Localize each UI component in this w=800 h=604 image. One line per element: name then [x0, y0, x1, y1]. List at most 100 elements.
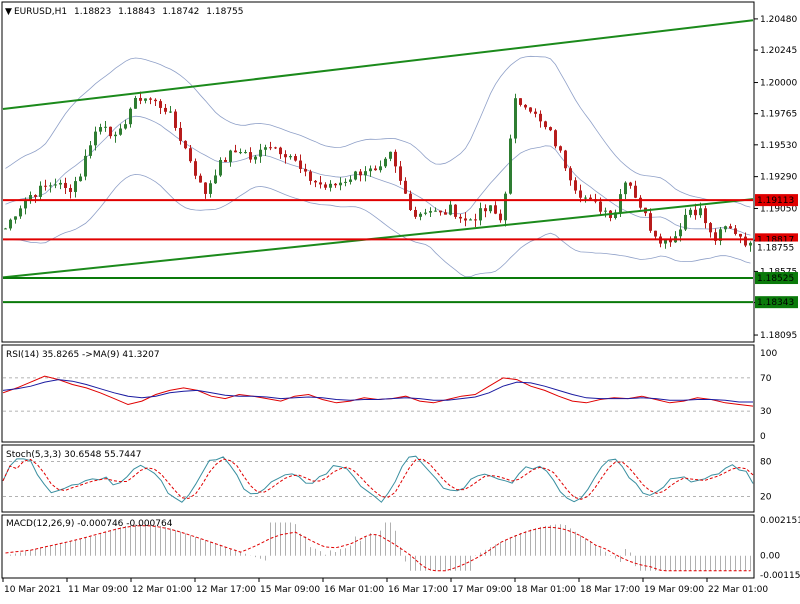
candle-body	[479, 208, 482, 220]
candle-body	[439, 211, 442, 213]
stoch-label: Stoch(5,3,3) 30.6548 55.7447	[6, 450, 141, 460]
candle-body	[589, 198, 592, 199]
candle-body	[459, 217, 462, 219]
time-tick-label: 16 Mar 01:00	[324, 585, 384, 595]
candle-body	[19, 208, 22, 216]
candle-body	[424, 213, 427, 214]
candle-body	[369, 168, 372, 171]
candle-body	[724, 226, 727, 229]
time-tick-label: 19 Mar 09:00	[644, 585, 704, 595]
candle-body	[299, 161, 302, 169]
candle-body	[184, 141, 187, 148]
macd-tick-label: -0.001159	[760, 571, 800, 581]
candle-body	[699, 208, 702, 215]
candle-body	[119, 129, 122, 135]
high-value: 1.18843	[118, 7, 155, 17]
candle-body	[69, 188, 72, 192]
candle-body	[194, 161, 197, 176]
candle-body	[189, 148, 192, 161]
candle-body	[634, 186, 637, 198]
price-tick-label: 1.19765	[760, 110, 797, 120]
stoch-tick-label: 20	[760, 492, 772, 502]
symbol-ohlc-header: EURUSD,H1 1.18823 1.18843 1.18742 1.1875…	[14, 7, 244, 17]
candle-body	[269, 147, 272, 148]
candle-body	[169, 112, 172, 113]
candle-body	[284, 154, 287, 157]
rsi-tick-label: 30	[760, 407, 772, 417]
candle-body	[454, 205, 457, 217]
price-tick-label: 1.19530	[760, 141, 797, 151]
time-tick-label: 22 Mar 01:00	[708, 585, 768, 595]
candle-body	[199, 176, 202, 183]
time-tick-label: 15 Mar 09:00	[260, 585, 320, 595]
candle-body	[499, 214, 502, 221]
candle-body	[264, 147, 267, 150]
candle-body	[484, 208, 487, 211]
rsi-tick-label: 0	[760, 432, 766, 442]
candle-body	[149, 98, 152, 99]
time-tick-label: 11 Mar 09:00	[68, 585, 128, 595]
candle-body	[364, 171, 367, 175]
candle-body	[489, 205, 492, 211]
candle-body	[414, 210, 417, 217]
candle-body	[134, 98, 137, 109]
candle-body	[359, 171, 362, 175]
candle-body	[599, 202, 602, 212]
candle-body	[444, 212, 447, 214]
candle-body	[654, 231, 657, 237]
candle-body	[259, 150, 262, 157]
dropdown-arrow-icon[interactable]: ▼	[5, 7, 12, 17]
candle-body	[319, 182, 322, 184]
candle-body	[539, 114, 542, 122]
candle-body	[429, 211, 432, 213]
candle-body	[239, 152, 242, 153]
candle-body	[354, 171, 357, 179]
candle-body	[629, 183, 632, 186]
candle-body	[14, 216, 17, 219]
candle-body	[384, 159, 387, 167]
rsi-tick-label: 70	[760, 374, 772, 384]
candle-body	[114, 135, 117, 136]
candle-body	[524, 105, 527, 108]
macd-tick-label: 0.00	[760, 552, 780, 562]
candle-body	[139, 98, 142, 101]
candle-body	[279, 148, 282, 154]
resistance-tag-label: 1.19113	[757, 196, 794, 206]
candle-body	[249, 152, 252, 159]
candle-body	[604, 211, 607, 212]
candle-body	[214, 175, 217, 183]
candle-body	[559, 146, 562, 150]
candle-body	[519, 98, 522, 105]
candle-body	[404, 181, 407, 194]
candle-body	[329, 184, 332, 188]
candle-body	[619, 194, 622, 212]
candle-body	[529, 107, 532, 111]
time-tick-label: 10 Mar 2021	[4, 585, 61, 595]
candle-body	[394, 152, 397, 167]
candle-body	[289, 156, 292, 157]
candle-body	[649, 213, 652, 231]
time-tick-label: 18 Mar 17:00	[580, 585, 640, 595]
candle-body	[174, 112, 177, 128]
price-tick-label: 1.20480	[760, 15, 797, 25]
candle-body	[409, 194, 412, 210]
time-tick-label: 12 Mar 17:00	[196, 585, 256, 595]
candle-body	[224, 160, 227, 162]
candle-body	[274, 147, 277, 148]
candle-body	[399, 166, 402, 180]
candle-body	[144, 98, 147, 100]
candle-body	[294, 156, 297, 161]
candle-body	[109, 127, 112, 136]
candle-body	[39, 186, 42, 197]
candle-body	[124, 124, 127, 128]
candle-body	[59, 183, 62, 185]
candle-body	[314, 181, 317, 182]
candle-body	[449, 205, 452, 215]
candle-body	[64, 183, 67, 188]
candle-body	[54, 184, 57, 185]
price-panel[interactable]	[2, 2, 754, 342]
candle-body	[564, 151, 567, 169]
candle-body	[204, 183, 207, 194]
